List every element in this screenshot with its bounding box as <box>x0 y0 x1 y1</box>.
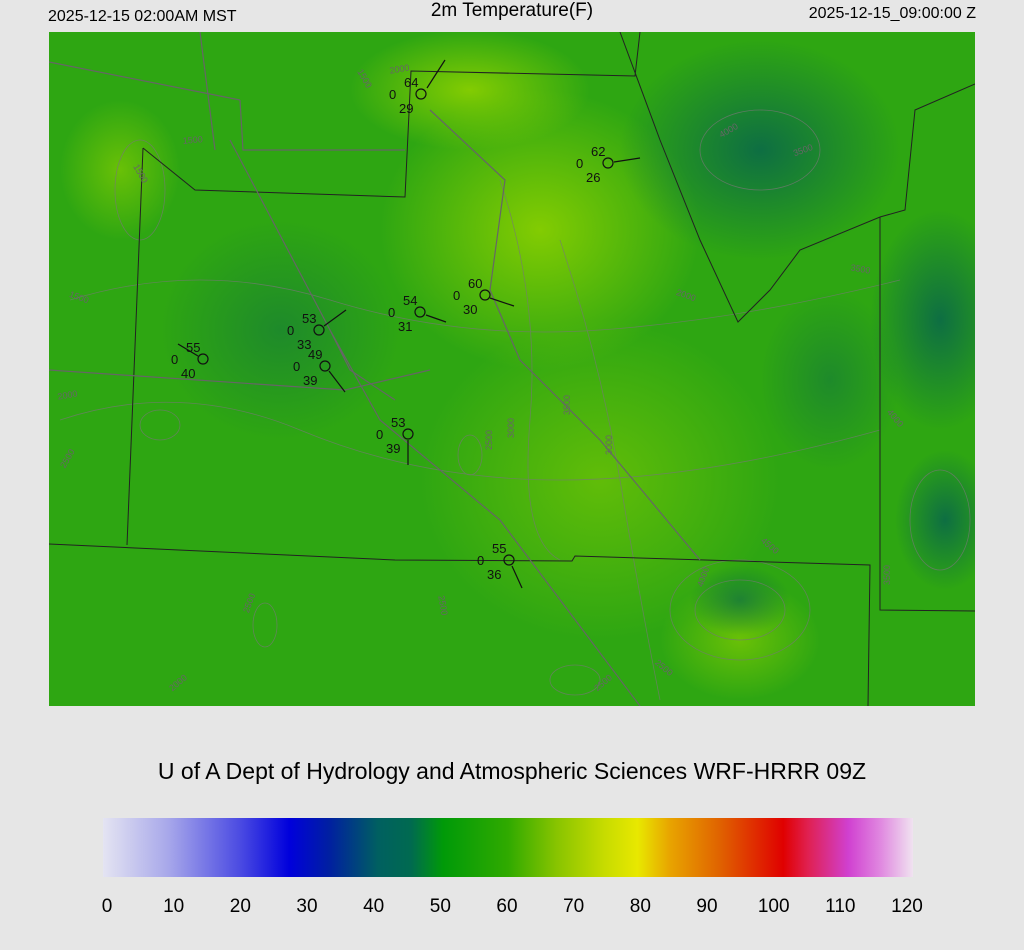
wind: 0 <box>171 352 178 367</box>
contour-label: 2000 <box>57 388 78 401</box>
cool-area <box>690 565 790 635</box>
contour-label: 3000 <box>506 418 516 438</box>
wind: 0 <box>477 553 484 568</box>
cool-area <box>160 220 400 440</box>
dewpoint: 33 <box>297 337 311 352</box>
colorbar-tick-label: 100 <box>758 896 790 917</box>
station-marker <box>414 306 426 318</box>
dewpoint: 29 <box>399 101 413 116</box>
header-title: 2m Temperature(F) <box>431 0 593 21</box>
dewpoint: 40 <box>181 366 195 381</box>
temperature: 54 <box>403 293 417 308</box>
wind: 0 <box>388 305 395 320</box>
temperature: 62 <box>591 144 605 159</box>
colorbar-tick-label: 90 <box>696 896 717 917</box>
contour-label: 3500 <box>562 395 572 415</box>
dewpoint: 39 <box>303 373 317 388</box>
wind: 0 <box>287 323 294 338</box>
contour-label: 3000 <box>604 435 614 455</box>
colorbar-tick-label: 10 <box>163 896 184 917</box>
roads <box>49 32 701 706</box>
credit: U of A Dept of Hydrology and Atmospheric… <box>158 758 866 784</box>
warm-area <box>60 100 180 240</box>
temperature: 53 <box>302 311 316 326</box>
station-marker <box>602 157 614 169</box>
state-borders <box>49 32 975 706</box>
dewpoint: 36 <box>487 567 501 582</box>
colorbar-tick-label: 80 <box>630 896 651 917</box>
contour-label: 2000 <box>389 62 410 75</box>
temperature: 55 <box>186 340 200 355</box>
colorbar-tick-label: 20 <box>230 896 251 917</box>
station-marker <box>197 353 209 365</box>
dewpoint: 39 <box>386 441 400 456</box>
wind-barb <box>425 314 447 323</box>
wind: 0 <box>293 359 300 374</box>
cool-area <box>895 450 975 590</box>
wind-barb <box>323 309 347 327</box>
colorbar-tick-label: 0 <box>102 896 113 917</box>
cool-area <box>620 40 900 260</box>
colorbar-ticks: 0 10 20 30 40 50 60 70 80 90 100 110 120 <box>102 896 923 917</box>
wind-barb <box>511 565 523 589</box>
header-left: 2025-12-15 02:00AM MST <box>48 8 237 25</box>
wind: 0 <box>389 87 396 102</box>
map: 1500 200015001500150020002500200035003500… <box>49 32 975 706</box>
contours <box>59 109 971 701</box>
colorbar-tick-label: 110 <box>825 896 855 917</box>
wind-barb <box>328 370 346 393</box>
colorbar-tick-label: 70 <box>563 896 584 917</box>
wind-barb <box>426 59 446 89</box>
wind-barb <box>613 157 641 163</box>
colorbar-tick-label: 50 <box>430 896 451 917</box>
temperature: 53 <box>391 415 405 430</box>
wind-barb <box>489 297 515 307</box>
dewpoint: 31 <box>398 319 412 334</box>
temperature: 49 <box>308 347 322 362</box>
temperature: 64 <box>404 75 418 90</box>
colorbar-tick-label: 120 <box>891 896 923 917</box>
colorbar <box>103 818 913 877</box>
contour-label: 1500 <box>182 134 203 146</box>
contour-label: 2500 <box>484 430 494 450</box>
station-marker <box>503 554 515 566</box>
station-marker <box>415 88 427 100</box>
contour-label: 3500 <box>882 565 892 585</box>
contour-label: 2500 <box>436 595 449 616</box>
colorbar-tick-label: 30 <box>296 896 317 917</box>
colorbar-tick-label: 40 <box>363 896 384 917</box>
stations: 6402962026600305403153033490395504053039… <box>171 59 641 589</box>
temperature: 55 <box>492 541 506 556</box>
header-right: 2025-12-15_09:00:00 Z <box>809 5 976 22</box>
station-marker <box>479 289 491 301</box>
wind: 0 <box>576 156 583 171</box>
contour-label: 3500 <box>850 262 871 275</box>
wind: 0 <box>376 427 383 442</box>
station-marker <box>313 324 325 336</box>
dewpoint: 26 <box>586 170 600 185</box>
wind-barb <box>177 343 199 357</box>
dewpoint: 30 <box>463 302 477 317</box>
warm-area <box>380 90 700 370</box>
colorbar-tick-label: 60 <box>496 896 517 917</box>
temperature: 60 <box>468 276 482 291</box>
wind: 0 <box>453 288 460 303</box>
station-marker <box>319 360 331 372</box>
cool-area <box>760 290 900 470</box>
warm-area <box>350 32 590 150</box>
station-marker <box>402 428 414 440</box>
